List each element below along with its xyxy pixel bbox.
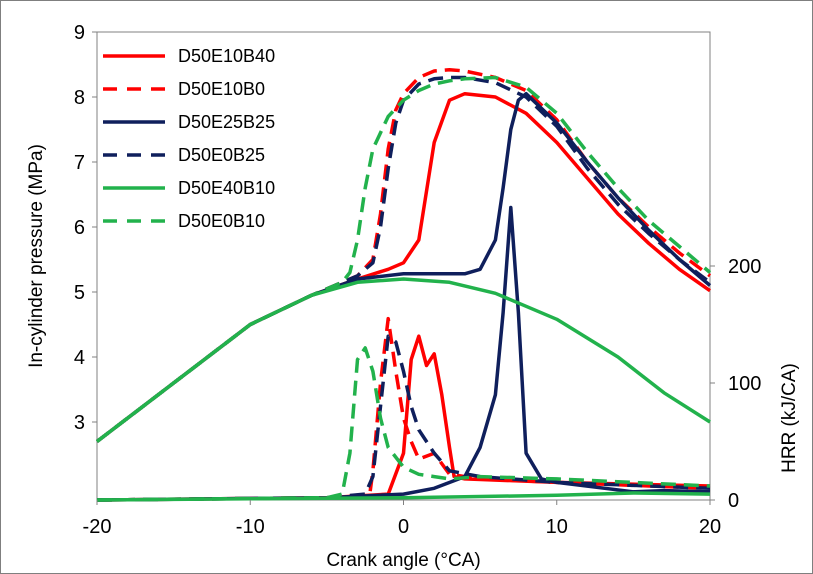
hrr-line-d50e25b25 xyxy=(96,205,711,502)
y-left-tick-label: 3 xyxy=(74,412,85,434)
legend-label-d50e10b0: D50E10B0 xyxy=(178,79,265,99)
hrr-line-d50e0b25 xyxy=(96,334,711,502)
legend-label-d50e10b40: D50E10B40 xyxy=(178,46,275,66)
x-tick-label: 20 xyxy=(699,516,721,538)
y-left-tick-label: 7 xyxy=(74,152,85,174)
y-left-tick-label: 8 xyxy=(74,87,85,109)
x-axis-title: Crank angle (°CA) xyxy=(326,550,480,571)
hrr-line-d50e40b10 xyxy=(96,491,711,502)
y-right-tick-label: 0 xyxy=(728,490,739,512)
y-left-axis-title: In-cylinder pressure (MPa) xyxy=(26,144,47,368)
pressure-line-d50e0b10 xyxy=(95,75,712,443)
hrr-line-d50e0b10 xyxy=(96,346,711,502)
y-left-tick-label: 6 xyxy=(74,217,85,239)
y-left-tick-label: 4 xyxy=(74,347,85,369)
y-right-axis-title: HRR (kJ/CA) xyxy=(779,363,800,473)
y-left-tick-label: 5 xyxy=(74,282,85,304)
legend-label-d50e0b10: D50E0B10 xyxy=(178,211,265,231)
x-tick-label: -10 xyxy=(236,516,265,538)
legend-label-d50e0b25: D50E0B25 xyxy=(178,145,265,165)
x-tick-label: 10 xyxy=(546,516,568,538)
pressure-line-d50e40b10 xyxy=(95,277,711,443)
x-tick-label: -20 xyxy=(83,516,112,538)
x-tick-label: 0 xyxy=(398,516,409,538)
legend-label-d50e25b25: D50E25B25 xyxy=(178,112,275,132)
hrr-line-d50e10b0 xyxy=(96,316,711,502)
legend-label-d50e40b10: D50E40B10 xyxy=(178,178,275,198)
y-right-tick-label: 200 xyxy=(728,256,761,278)
y-right-tick-label: 100 xyxy=(728,373,761,395)
y-left-tick-label: 9 xyxy=(74,22,85,44)
